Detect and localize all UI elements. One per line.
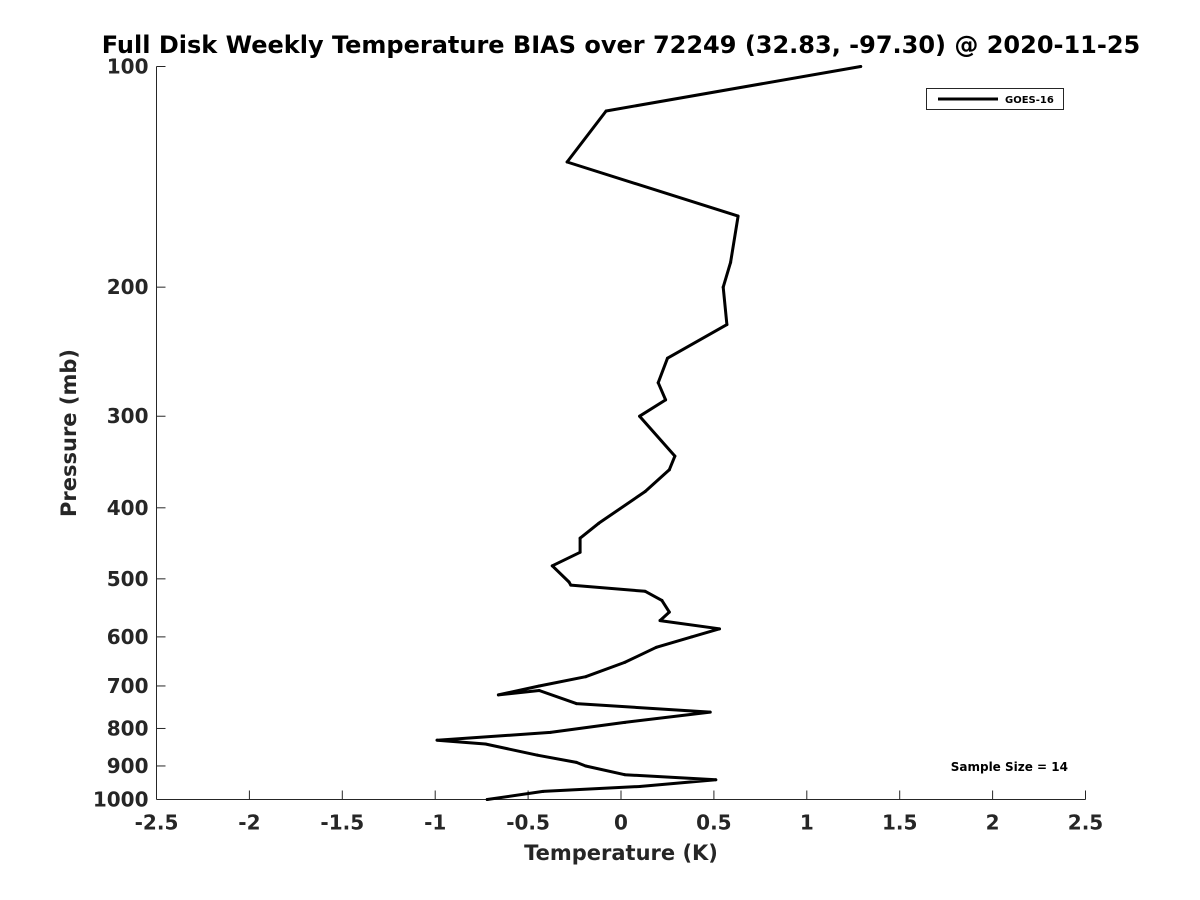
data-point <box>736 214 740 218</box>
series-line-goes-16 <box>435 65 863 801</box>
y-tick-label: 500 <box>107 567 149 591</box>
data-point <box>578 550 582 554</box>
sample-size-annotation: Sample Size = 14 <box>951 760 1068 774</box>
y-axis-label: Pressure (mb) <box>57 349 81 517</box>
data-point <box>604 109 608 113</box>
series-data-points <box>435 65 863 801</box>
x-tick-label: -2 <box>238 811 260 835</box>
x-tick-label: -1.5 <box>320 811 364 835</box>
x-tick-label: -1 <box>424 811 446 835</box>
x-tick-label: 1 <box>800 811 814 835</box>
data-point <box>584 675 588 679</box>
x-tick-label: -0.5 <box>506 811 550 835</box>
data-point <box>660 598 664 602</box>
data-point <box>435 738 439 742</box>
y-tick-label: 1000 <box>93 788 149 812</box>
legend-label-goes-16: GOES-16 <box>1005 95 1054 106</box>
legend: GOES-16 <box>926 88 1064 110</box>
data-point <box>569 583 573 587</box>
x-tick-label: 0 <box>614 811 628 835</box>
data-point <box>541 789 545 793</box>
x-axis-ticks: -2.5 -2 -1.5 -1 -0.5 0 0.5 1 1.5 2 2.5 <box>135 790 1103 835</box>
data-point <box>667 610 671 614</box>
x-tick-label: 2.5 <box>1068 811 1103 835</box>
data-point <box>597 521 601 525</box>
data-point <box>673 454 677 458</box>
x-tick-label: 2 <box>986 811 1000 835</box>
data-point <box>664 398 668 402</box>
data-point <box>654 645 658 649</box>
y-tick-label: 400 <box>107 496 149 520</box>
data-point <box>574 702 578 706</box>
data-point <box>729 260 733 264</box>
data-point <box>623 773 627 777</box>
data-point <box>485 798 489 801</box>
data-point <box>658 619 662 623</box>
data-point <box>483 742 487 746</box>
data-point <box>665 356 669 360</box>
data-point <box>714 778 718 782</box>
data-point <box>667 468 671 472</box>
data-point <box>565 160 569 164</box>
data-point <box>550 564 554 568</box>
data-point <box>584 764 588 768</box>
data-point <box>717 627 721 631</box>
y-tick-label: 300 <box>107 404 149 428</box>
y-tick-label: 700 <box>107 674 149 698</box>
x-axis-label: Temperature (K) <box>524 841 718 865</box>
data-point <box>537 684 541 688</box>
data-point <box>638 414 642 418</box>
data-point <box>721 285 725 289</box>
plot-area <box>156 66 1086 800</box>
data-point <box>535 753 539 757</box>
chart-title: Full Disk Weekly Temperature BIAS over 7… <box>102 31 1141 59</box>
y-tick-label: 600 <box>107 625 149 649</box>
data-point <box>725 323 729 327</box>
data-point <box>643 589 647 593</box>
data-point <box>496 693 500 697</box>
data-point <box>708 710 712 714</box>
y-tick-label: 900 <box>107 754 149 778</box>
data-point <box>656 381 660 385</box>
y-tick-label: 800 <box>107 716 149 740</box>
data-point <box>574 760 578 764</box>
data-point <box>623 720 627 724</box>
data-point <box>548 730 552 734</box>
data-point <box>623 660 627 664</box>
y-axis-ticks: 100 200 300 400 500 600 700 800 900 1000 <box>93 55 166 812</box>
x-tick-label: 1.5 <box>882 811 917 835</box>
data-point <box>638 785 642 789</box>
data-point <box>859 65 863 68</box>
data-point <box>690 635 694 639</box>
y-tick-label: 100 <box>107 55 149 79</box>
data-point <box>537 688 541 692</box>
data-point <box>567 580 571 584</box>
x-tick-label: 0.5 <box>696 811 731 835</box>
data-point <box>578 536 582 540</box>
x-tick-label: -2.5 <box>135 811 179 835</box>
data-point <box>643 489 647 493</box>
y-tick-label: 200 <box>107 275 149 299</box>
